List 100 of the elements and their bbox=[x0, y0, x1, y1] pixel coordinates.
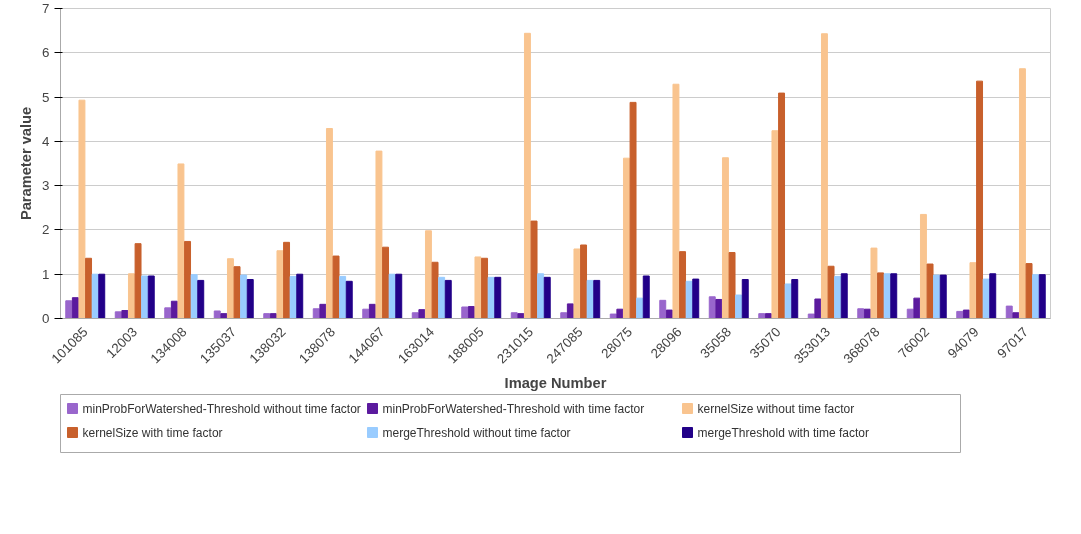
bar bbox=[78, 99, 86, 319]
legend-label: mergeThreshold with time factor bbox=[697, 425, 869, 440]
bar bbox=[679, 251, 687, 319]
bar bbox=[296, 273, 304, 319]
bar bbox=[840, 273, 848, 319]
bar bbox=[325, 128, 333, 319]
bar bbox=[857, 308, 865, 319]
bar bbox=[1025, 263, 1033, 319]
bar bbox=[276, 250, 284, 319]
bar bbox=[319, 303, 327, 319]
bar bbox=[141, 275, 149, 319]
legend-label: minProbForWatershed-Threshold with time factor bbox=[382, 401, 645, 416]
bar bbox=[537, 273, 545, 319]
legend-label: kernelSize without time factor bbox=[697, 401, 855, 416]
bar bbox=[778, 92, 786, 319]
bar bbox=[240, 274, 248, 319]
bar bbox=[184, 240, 192, 319]
bar bbox=[530, 220, 538, 319]
bar bbox=[629, 101, 637, 319]
y-tick-label: 2 bbox=[42, 222, 50, 238]
bar bbox=[758, 313, 766, 319]
bar bbox=[345, 280, 353, 319]
bar bbox=[636, 297, 644, 319]
bar bbox=[543, 276, 551, 319]
y-tick-label: 4 bbox=[42, 133, 51, 149]
legend-label: mergeThreshold without time factor bbox=[382, 425, 571, 440]
y-tick-label: 1 bbox=[42, 266, 50, 282]
x-axis-title: Image Number bbox=[504, 375, 607, 392]
bar bbox=[424, 230, 432, 319]
bar bbox=[573, 248, 581, 319]
bar bbox=[890, 273, 898, 319]
y-tick-label: 5 bbox=[42, 89, 50, 105]
y-tick-label: 6 bbox=[42, 45, 50, 61]
bar bbox=[919, 213, 927, 319]
bar bbox=[263, 313, 271, 319]
bar bbox=[481, 257, 489, 319]
bar bbox=[1032, 274, 1040, 319]
bar bbox=[814, 298, 822, 319]
bar bbox=[721, 157, 729, 319]
bar bbox=[418, 309, 426, 319]
bar bbox=[1012, 312, 1020, 319]
bar bbox=[246, 279, 254, 319]
bar bbox=[616, 308, 624, 319]
bar bbox=[580, 244, 588, 319]
bar bbox=[956, 310, 964, 319]
bar bbox=[339, 275, 347, 319]
bar bbox=[969, 262, 977, 319]
bar bbox=[98, 273, 106, 319]
bar bbox=[593, 279, 601, 319]
bar bbox=[233, 266, 241, 319]
bar bbox=[197, 279, 205, 319]
bar bbox=[933, 274, 941, 319]
legend-label: kernelSize with time factor bbox=[82, 425, 223, 440]
bar bbox=[659, 299, 667, 319]
bar bbox=[438, 276, 446, 319]
bar bbox=[395, 273, 403, 319]
bar bbox=[741, 279, 749, 319]
bar bbox=[989, 273, 997, 319]
bar bbox=[332, 255, 340, 319]
legend-label: minProbForWatershed-Threshold without time factor bbox=[82, 401, 361, 416]
bar bbox=[461, 306, 469, 319]
bar bbox=[560, 312, 568, 319]
bar bbox=[1038, 274, 1046, 319]
bar bbox=[121, 310, 129, 319]
bar bbox=[177, 163, 185, 319]
bar bbox=[672, 83, 680, 319]
bar bbox=[474, 256, 482, 319]
bar bbox=[692, 278, 700, 319]
bar bbox=[164, 307, 172, 319]
y-tick-label: 7 bbox=[42, 1, 50, 16]
bar bbox=[431, 261, 439, 319]
y-tick-label: 0 bbox=[42, 311, 50, 326]
bar bbox=[494, 276, 502, 319]
bar bbox=[926, 263, 934, 319]
bar bbox=[877, 272, 885, 319]
bar bbox=[913, 297, 921, 319]
bar bbox=[807, 313, 815, 319]
bar bbox=[283, 241, 291, 319]
bar bbox=[976, 80, 984, 319]
bar bbox=[642, 275, 650, 319]
bar bbox=[1018, 68, 1026, 319]
bar bbox=[771, 130, 779, 319]
bar bbox=[147, 275, 155, 319]
bar bbox=[375, 150, 383, 319]
bar bbox=[735, 294, 743, 319]
bar bbox=[362, 308, 370, 319]
bar bbox=[834, 275, 842, 319]
bar bbox=[220, 313, 228, 319]
bar bbox=[820, 33, 828, 319]
bar bbox=[213, 310, 221, 319]
bar bbox=[134, 243, 142, 319]
bar bbox=[715, 298, 723, 319]
bar bbox=[517, 313, 525, 319]
bar bbox=[523, 32, 531, 319]
bar bbox=[65, 300, 73, 319]
bar bbox=[870, 247, 878, 319]
y-axis-title: Parameter value bbox=[18, 106, 35, 221]
bar bbox=[1005, 305, 1013, 319]
bar bbox=[791, 279, 799, 319]
bar bbox=[939, 274, 947, 319]
